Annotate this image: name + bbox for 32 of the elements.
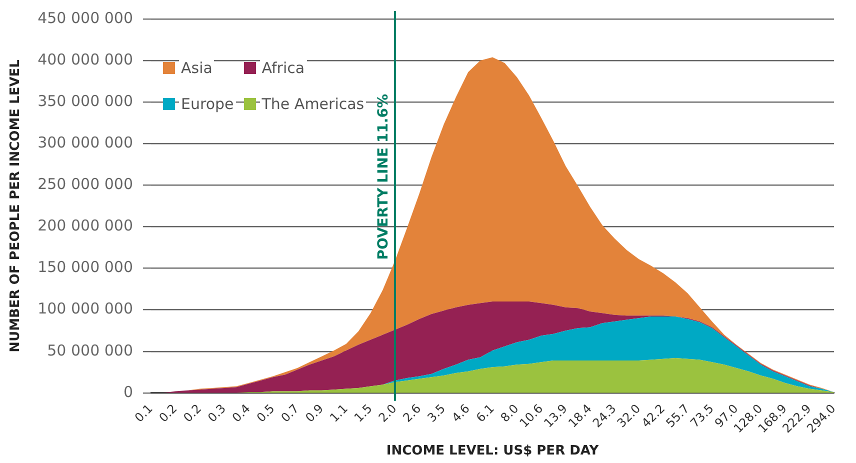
x-tick-label: 2.0 (376, 401, 400, 425)
y-tick-label: 150 000 000 (38, 258, 134, 276)
x-tick-label: 0.9 (302, 401, 326, 425)
x-tick-label: 4.6 (449, 401, 472, 425)
x-tick-label: 0.3 (205, 401, 229, 425)
x-tick-label: 1.5 (351, 401, 375, 425)
x-tick-label: 0.5 (254, 401, 278, 425)
legend-label: Africa (260, 59, 307, 77)
x-tick-label: 0.1 (132, 401, 156, 425)
x-tick-label: 2.6 (400, 401, 424, 425)
x-tick-label: 6.1 (473, 401, 497, 425)
x-tick-label: 0.2 (156, 401, 180, 425)
y-tick-label: 200 000 000 (38, 216, 134, 235)
legend-label: The Americas (260, 95, 366, 113)
y-tick-label: 400 000 000 (38, 50, 134, 68)
x-tick-label: 0.7 (278, 401, 302, 425)
y-tick-label: 0 (123, 382, 134, 401)
y-tick-label: 100 000 000 (38, 300, 134, 318)
x-tick-label: 3.5 (424, 401, 448, 425)
y-tick-label: 50 000 000 (47, 341, 134, 360)
x-tick-label: 0.4 (230, 401, 253, 425)
x-tick-label: 0.2 (180, 401, 204, 425)
legend-label: Asia (179, 59, 214, 77)
legend-label: Europe (179, 95, 236, 113)
y-tick-label: 300 000 000 (38, 134, 134, 152)
x-axis-title: INCOME LEVEL: US$ PER DAY (386, 444, 600, 459)
y-tick-label: 250 000 000 (38, 175, 134, 194)
ref-line-label: POVERTY LINE 11.6% (376, 94, 392, 260)
y-tick-label: 350 000 000 (38, 92, 134, 110)
x-tick-label: 1.1 (327, 401, 350, 425)
y-tick-label: 450 000 000 (38, 8, 134, 27)
y-axis-title: NUMBER OF PEOPLE PER INCOME LEVEL (8, 60, 24, 352)
